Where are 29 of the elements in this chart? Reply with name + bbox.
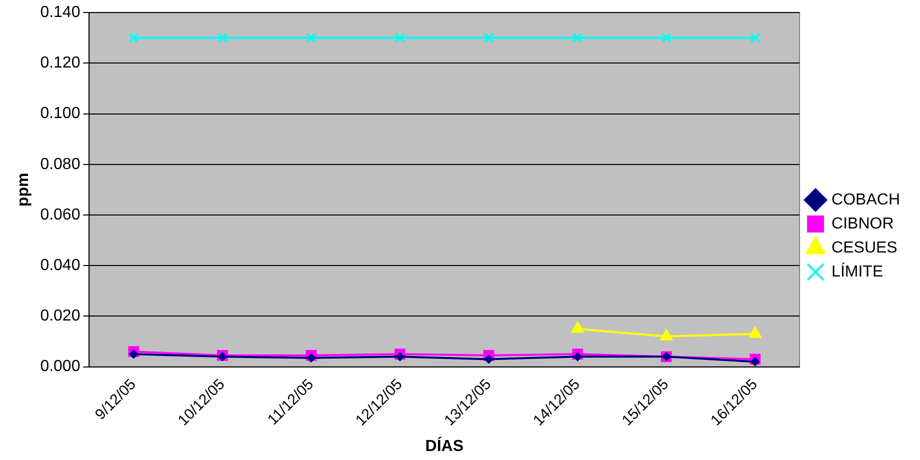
point: [484, 354, 494, 364]
legend-label: CESUES: [832, 239, 898, 256]
y-tick-label: 0.040: [40, 256, 80, 274]
point: [573, 352, 582, 362]
y-tick-label: 0.100: [40, 105, 80, 122]
y-tick-label: 0.120: [40, 54, 80, 72]
point: [218, 352, 227, 362]
y-tick-label: 0.020: [40, 308, 80, 325]
point: [750, 357, 760, 366]
y-axis-title: ppm: [15, 172, 32, 207]
point: [396, 352, 404, 362]
y-tick-label: 0.080: [40, 156, 80, 173]
legend-label: CIBNOR: [832, 215, 894, 232]
point: [306, 353, 316, 362]
point: [750, 32, 760, 44]
y-tick-label: 0.140: [40, 4, 80, 22]
point: [306, 32, 316, 44]
y-tick-label: 0.000: [40, 358, 80, 376]
point: [572, 32, 583, 44]
point: [217, 32, 228, 44]
legend-label: LÍMITE: [832, 262, 884, 280]
point: [128, 32, 139, 44]
point: [394, 32, 406, 44]
y-tick-label: 0.060: [40, 206, 80, 224]
point: [484, 32, 494, 44]
point: [129, 350, 138, 359]
legend-label: COBACH: [832, 191, 900, 208]
point: [661, 32, 672, 44]
x-axis-title: DÍAS: [425, 436, 464, 455]
